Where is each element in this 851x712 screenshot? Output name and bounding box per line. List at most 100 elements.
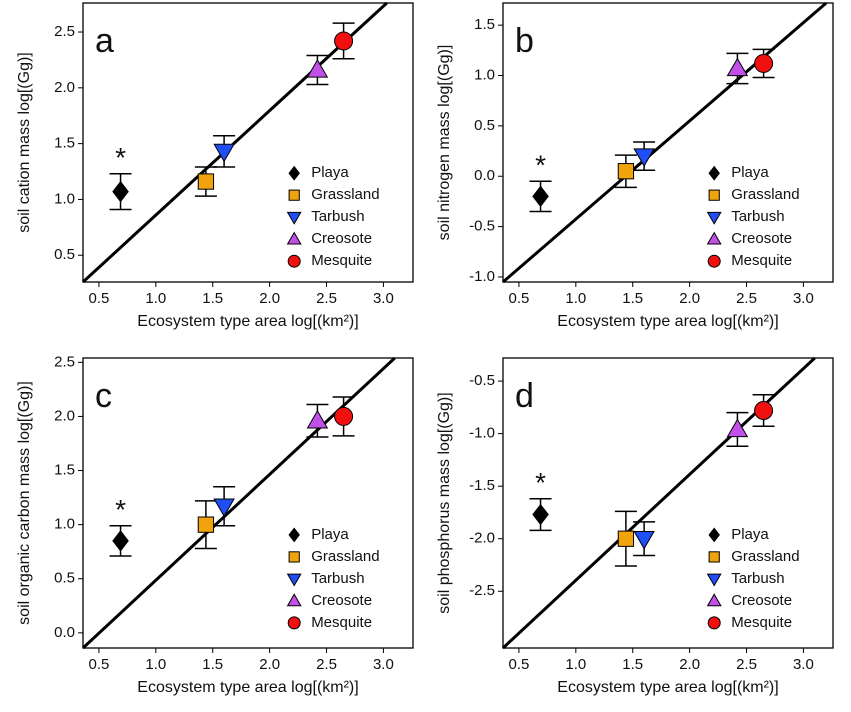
legend-label: Tarbush xyxy=(311,208,364,225)
x-tick-label: 0.5 xyxy=(509,290,530,307)
y-axis-label: soil cation mass log[(Gg)] xyxy=(16,52,33,233)
panel-label: b xyxy=(515,22,534,60)
legend-label: Tarbush xyxy=(311,570,364,587)
panel-label: a xyxy=(95,22,114,60)
marker xyxy=(754,401,774,421)
legend-label: Creosote xyxy=(311,592,372,609)
y-tick-label: 2.5 xyxy=(54,23,75,40)
x-tick-label: 0.5 xyxy=(509,656,530,673)
y-tick-label: -1.0 xyxy=(469,268,495,285)
y-axis-label: soil nitrogen mass log[(Gg)] xyxy=(436,45,453,241)
x-tick-label: 1.5 xyxy=(202,290,223,307)
legend-label: Creosote xyxy=(731,592,792,609)
legend-label: Creosote xyxy=(311,230,372,247)
y-tick-label: 2.5 xyxy=(54,353,75,370)
x-tick-label: 1.5 xyxy=(202,656,223,673)
plot-frame xyxy=(502,357,834,649)
marker xyxy=(633,531,655,550)
x-tick-label: 2.5 xyxy=(736,290,757,307)
y-tick-label: 2.0 xyxy=(54,79,75,96)
legend-marker xyxy=(706,211,722,225)
marker xyxy=(213,498,235,518)
y-tick-label: -1.5 xyxy=(469,477,495,494)
x-axis-label: Ecosystem type area log[(km²)] xyxy=(557,313,778,330)
legend-label: Mesquite xyxy=(311,614,372,631)
panel-label: c xyxy=(95,377,112,415)
y-axis-label: soil phosphorus mass log[(Gg)] xyxy=(436,392,453,613)
annotation: * xyxy=(535,467,546,498)
legend-marker xyxy=(706,573,722,587)
legend-label: Grassland xyxy=(311,548,379,565)
x-axis-label: Ecosystem type area log[(km²)] xyxy=(137,313,358,330)
y-tick-label: 1.0 xyxy=(474,66,495,83)
marker xyxy=(213,143,235,163)
x-tick-label: 2.0 xyxy=(679,290,700,307)
marker xyxy=(532,185,549,208)
marker xyxy=(726,57,749,77)
annotation: * xyxy=(535,150,546,181)
y-axis-label: soil organic carbon mass log[(Gg)] xyxy=(16,381,33,625)
plot-frame xyxy=(502,2,834,283)
x-tick-label: 3.0 xyxy=(373,656,394,673)
x-tick-label: 1.0 xyxy=(145,656,166,673)
y-tick-label: 1.0 xyxy=(54,190,75,207)
legend-label: Playa xyxy=(731,526,769,543)
x-axis-label: Ecosystem type area log[(km²)] xyxy=(557,679,778,696)
y-tick-label: 1.5 xyxy=(54,462,75,479)
x-tick-label: 2.0 xyxy=(679,656,700,673)
y-tick-label: -0.5 xyxy=(469,218,495,235)
legend-marker xyxy=(287,616,301,630)
legend-marker xyxy=(708,527,720,543)
x-tick-label: 1.0 xyxy=(565,290,586,307)
legend-marker xyxy=(286,573,302,587)
legend-label: Tarbush xyxy=(731,208,784,225)
x-axis-label: Ecosystem type area log[(km²)] xyxy=(137,679,358,696)
legend-marker xyxy=(286,593,302,607)
marker xyxy=(532,503,549,526)
marker xyxy=(617,530,635,547)
x-tick-label: 1.0 xyxy=(145,290,166,307)
legend-marker xyxy=(288,527,300,543)
legend-label: Playa xyxy=(311,526,349,543)
x-tick-label: 0.5 xyxy=(89,656,110,673)
legend-marker xyxy=(288,165,300,181)
legend-label: Playa xyxy=(731,164,769,181)
legend-label: Mesquite xyxy=(311,252,372,269)
x-tick-label: 2.5 xyxy=(316,290,337,307)
legend-label: Grassland xyxy=(731,548,799,565)
x-tick-label: 1.5 xyxy=(622,656,643,673)
legend-marker xyxy=(286,211,302,225)
marker xyxy=(197,173,215,190)
y-tick-label: 0.5 xyxy=(474,117,495,134)
y-tick-label: 0.5 xyxy=(54,570,75,587)
plot-frame xyxy=(82,2,414,283)
legend-label: Creosote xyxy=(731,230,792,247)
y-tick-label: 1.0 xyxy=(54,516,75,533)
annotation: * xyxy=(115,142,126,173)
y-tick-label: -2.5 xyxy=(469,582,495,599)
legend-label: Grassland xyxy=(731,186,799,203)
x-tick-label: 2.0 xyxy=(259,656,280,673)
legend-label: Tarbush xyxy=(731,570,784,587)
x-tick-label: 1.5 xyxy=(622,290,643,307)
marker xyxy=(112,180,129,203)
legend-marker xyxy=(708,189,720,201)
legend-marker xyxy=(707,254,721,268)
x-tick-label: 1.0 xyxy=(565,656,586,673)
legend-marker xyxy=(707,616,721,630)
legend-label: Playa xyxy=(311,164,349,181)
x-tick-label: 3.0 xyxy=(793,656,814,673)
marker xyxy=(754,53,774,73)
y-tick-label: -0.5 xyxy=(469,372,495,389)
marker xyxy=(197,516,215,533)
x-tick-label: 2.0 xyxy=(259,290,280,307)
annotation: * xyxy=(115,494,126,525)
fit-line xyxy=(81,1,388,284)
legend-marker xyxy=(288,189,300,201)
legend-marker xyxy=(286,231,302,245)
marker xyxy=(726,418,749,438)
legend-marker xyxy=(706,231,722,245)
fit-line xyxy=(81,356,396,650)
x-tick-label: 3.0 xyxy=(373,290,394,307)
y-tick-label: 0.0 xyxy=(54,624,75,641)
